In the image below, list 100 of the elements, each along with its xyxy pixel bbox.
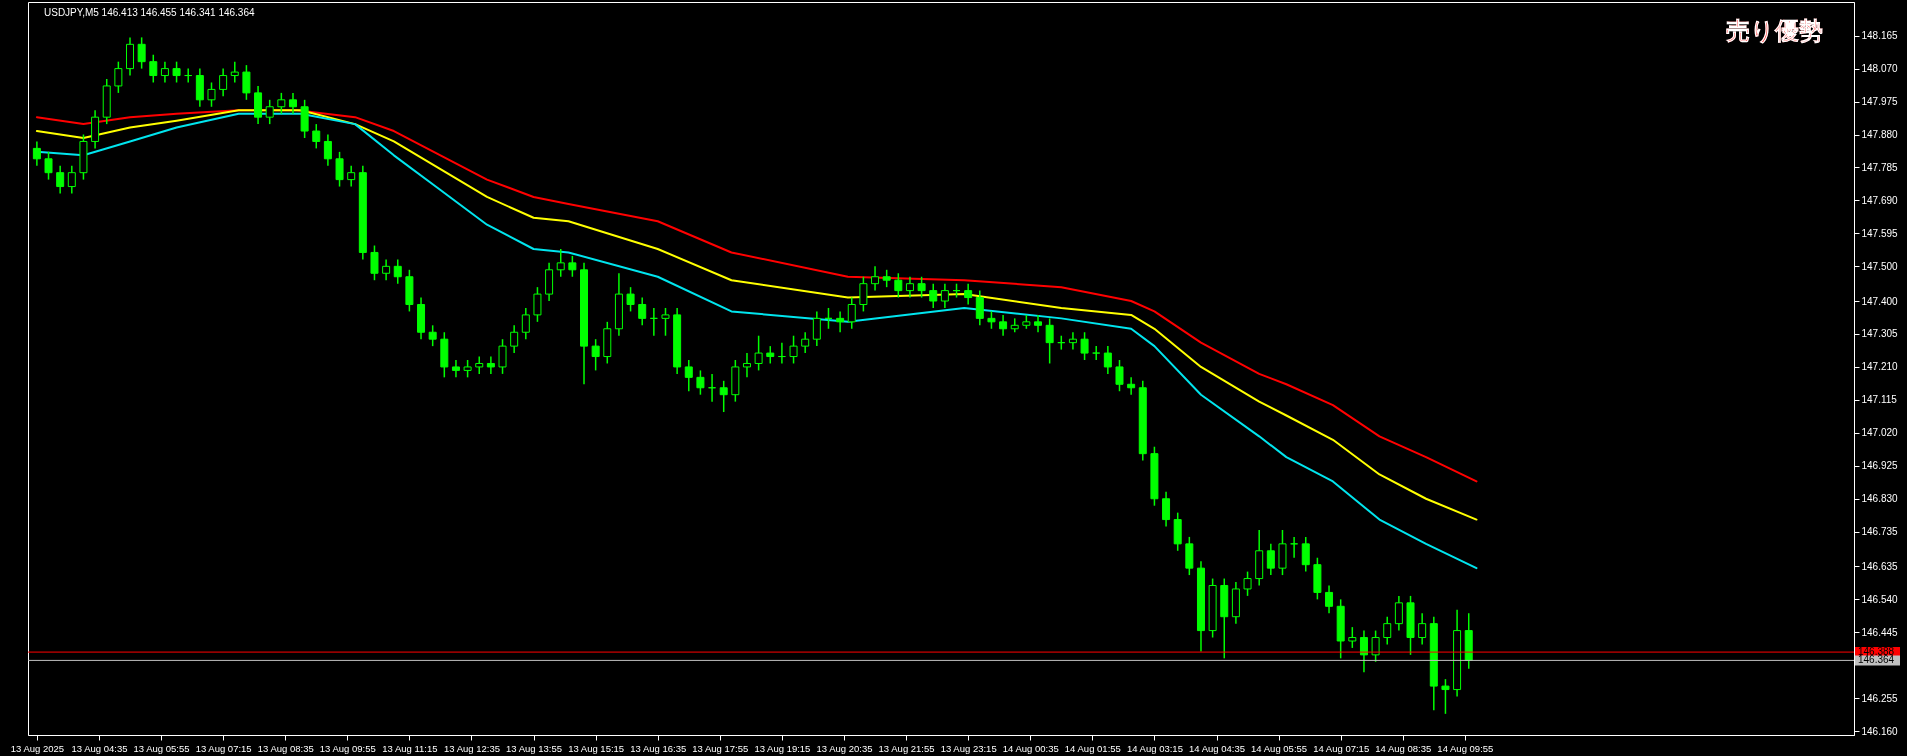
candlestick	[335, 151, 344, 188]
candlestick	[149, 53, 158, 84]
candlestick	[1348, 626, 1357, 649]
x-tick-label: 13 Aug 19:15	[754, 742, 811, 754]
y-tick-label: 146.445	[1861, 626, 1899, 638]
x-tick-label: 14 Aug 00:35	[1002, 742, 1059, 754]
candlestick	[661, 307, 670, 337]
candlestick	[1034, 314, 1043, 333]
candlestick	[1418, 612, 1427, 646]
candlestick	[789, 334, 798, 365]
candlestick	[44, 151, 53, 181]
candlestick	[1243, 570, 1252, 597]
candlestick	[1068, 331, 1077, 351]
x-tick-label: 13 Aug 17:55	[692, 742, 749, 754]
x-tick-label: 13 Aug 11:15	[382, 742, 438, 754]
x-tick-label: 14 Aug 04:35	[1189, 742, 1245, 754]
candlestick	[1359, 629, 1368, 673]
candlestick	[1441, 678, 1450, 715]
candlestick	[626, 286, 635, 313]
candlestick	[905, 275, 914, 299]
candlestick	[1325, 584, 1334, 614]
candlestick	[964, 282, 973, 306]
candlestick	[1092, 345, 1101, 361]
y-tick-label: 147.595	[1861, 227, 1899, 239]
candlestick	[533, 286, 542, 323]
candlestick	[288, 92, 297, 115]
y-tick-label: 148.070	[1861, 63, 1899, 75]
candlestick	[940, 282, 949, 309]
x-tick-label: 13 Aug 07:15	[195, 742, 252, 754]
candlestick	[219, 67, 228, 98]
candlestick	[929, 282, 938, 309]
candlestick	[486, 355, 495, 375]
candlestick	[1301, 536, 1310, 573]
candlestick	[591, 338, 600, 372]
x-tick-label: 13 Aug 20:35	[816, 742, 873, 754]
x-tick-label: 13 Aug 15:15	[568, 742, 625, 754]
x-tick-label: 13 Aug 13:55	[506, 742, 563, 754]
candlestick	[207, 81, 216, 108]
candlestick	[137, 36, 146, 70]
chart-title: USDJPY,M5 146.413 146.455 146.341 146.364	[44, 7, 255, 18]
candlestick	[1266, 543, 1275, 576]
y-tick-label: 146.160	[1861, 725, 1899, 737]
x-tick-label: 13 Aug 12:35	[443, 742, 500, 754]
candlestick	[871, 265, 880, 292]
candlestick	[1162, 491, 1171, 528]
candlestick	[451, 359, 460, 379]
candlestick	[1290, 536, 1299, 559]
x-tick-label: 13 Aug 08:35	[257, 742, 314, 754]
candlestick	[56, 164, 65, 195]
candlestick	[847, 296, 856, 330]
candlestick	[812, 310, 821, 347]
candlestick	[754, 334, 763, 372]
candlestick	[382, 258, 391, 281]
y-tick-label: 146.255	[1861, 692, 1899, 704]
x-tick-label: 13 Aug 23:15	[940, 742, 997, 754]
y-tick-label: 146.925	[1861, 460, 1899, 472]
x-tick-label: 13 Aug 16:35	[630, 742, 687, 754]
candlestick	[32, 140, 41, 167]
candlestick	[510, 324, 519, 354]
candlestick	[696, 369, 705, 396]
x-tick-label: 14 Aug 07:15	[1313, 742, 1370, 754]
candlestick	[323, 133, 332, 167]
x-tick-label: 14 Aug 08:35	[1375, 742, 1432, 754]
x-tick-label: 13 Aug 05:55	[133, 742, 190, 754]
candlestick	[1103, 345, 1112, 375]
y-tick-label: 147.785	[1861, 161, 1899, 173]
candlestick	[475, 355, 484, 375]
y-tick-label: 148.165	[1861, 30, 1899, 42]
candlestick	[370, 244, 379, 281]
candlestick	[894, 272, 903, 299]
candlestick	[1045, 317, 1054, 365]
candlestick	[393, 258, 402, 285]
x-tick-label: 14 Aug 01:55	[1064, 742, 1121, 754]
candlestick	[230, 60, 239, 84]
x-tick-label: 13 Aug 2025	[10, 742, 65, 754]
candlestick	[684, 359, 693, 392]
candlestick	[917, 275, 926, 299]
candlestick	[719, 380, 728, 413]
candlestick	[312, 123, 321, 150]
candlestick	[801, 331, 810, 354]
y-tick-label: 146.540	[1861, 593, 1899, 605]
candlestick	[1127, 376, 1136, 396]
candlestick	[836, 310, 845, 333]
candlestick	[428, 324, 437, 347]
x-tick-label: 13 Aug 09:55	[319, 742, 376, 754]
candlestick	[172, 60, 181, 84]
y-tick-label: 147.500	[1861, 260, 1899, 272]
x-tick-label: 13 Aug 04:35	[71, 742, 128, 754]
candlestick	[521, 307, 530, 340]
y-tick-label: 146.635	[1861, 560, 1899, 572]
candlestick	[975, 289, 984, 327]
candlestick	[859, 275, 868, 313]
y-tick-label: 147.400	[1861, 295, 1899, 307]
candlestick	[1383, 615, 1392, 646]
candlestick	[277, 92, 286, 115]
y-tick-label: 147.210	[1861, 361, 1899, 373]
candlestick	[999, 314, 1008, 337]
candlestick	[114, 60, 123, 94]
candlestick	[498, 338, 507, 375]
candlestick	[160, 60, 169, 84]
